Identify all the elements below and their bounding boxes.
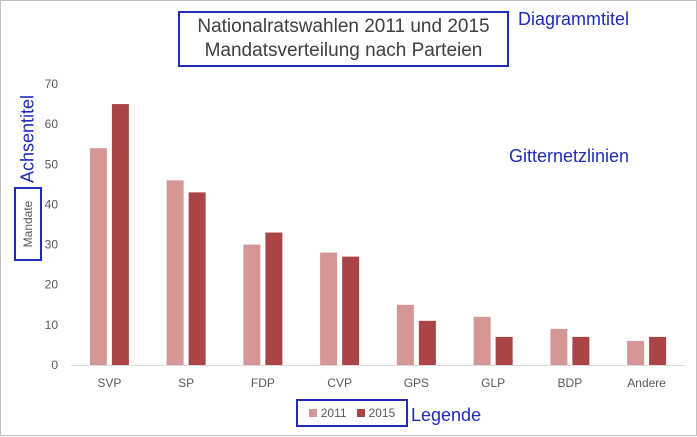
x-tick-label-andere: Andere — [627, 376, 666, 390]
bar-cvp-2011 — [320, 252, 338, 365]
bar-andere-2011 — [627, 340, 645, 365]
y-tick-label-0: 0 — [51, 358, 58, 372]
x-tick-label-bdp: BDP — [558, 376, 583, 390]
annotation-gridlines: Gitternetzlinien — [509, 146, 630, 166]
annotation-chart-title: Diagrammtitel — [518, 9, 630, 29]
bar-fdp-2015 — [265, 232, 283, 365]
legend-swatch-2015 — [356, 409, 365, 417]
legend-swatch-2011 — [308, 409, 317, 417]
bar-svp-2011 — [89, 148, 107, 365]
bar-bdp-2011 — [550, 328, 568, 365]
bar-glp-2015 — [495, 336, 513, 365]
bar-andere-2015 — [649, 336, 667, 365]
y-tick-label-70: 70 — [45, 77, 59, 91]
y-tick-label-40: 40 — [45, 197, 59, 211]
x-tick-label-svp: SVP — [97, 376, 121, 390]
bar-sp-2015 — [188, 192, 206, 365]
bar-sp-2011 — [166, 180, 184, 365]
x-tick-label-fdp: FDP — [251, 376, 275, 390]
chart-title-box: Nationalratswahlen 2011 und 2015 Mandats… — [178, 11, 509, 67]
y-tick-label-50: 50 — [45, 157, 59, 171]
y-tick-label-10: 10 — [45, 318, 59, 332]
annotation-legend: Legende — [411, 405, 482, 425]
y-tick-label-20: 20 — [45, 278, 59, 292]
legend-item-2015: 2015 — [356, 406, 396, 420]
bar-fdp-2011 — [243, 244, 261, 365]
bar-gps-2015 — [418, 320, 436, 365]
x-tick-label-glp: GLP — [481, 376, 505, 390]
bar-svp-2015 — [111, 104, 129, 366]
legend: 2011 2015 — [296, 399, 408, 427]
x-tick-label-gps: GPS — [404, 376, 429, 390]
y-tick-label-30: 30 — [45, 238, 59, 252]
x-tick-label-sp: SP — [178, 376, 194, 390]
bar-cvp-2015 — [342, 256, 360, 365]
bar-gps-2011 — [396, 304, 414, 365]
x-tick-label-cvp: CVP — [327, 376, 352, 390]
chart-title-line-2: Mandatsverteilung nach Parteien — [204, 40, 483, 61]
legend-item-2011: 2011 — [308, 406, 347, 420]
chart-title-line-1: Nationalratswahlen 2011 und 2015 — [197, 16, 490, 37]
legend-label-2015: 2015 — [368, 406, 396, 420]
y-tick-label-60: 60 — [45, 117, 59, 131]
legend-label-2011: 2011 — [320, 406, 347, 420]
bar-bdp-2015 — [572, 336, 590, 365]
bar-glp-2011 — [473, 316, 491, 365]
y-axis-label-box: Mandate — [14, 187, 42, 261]
